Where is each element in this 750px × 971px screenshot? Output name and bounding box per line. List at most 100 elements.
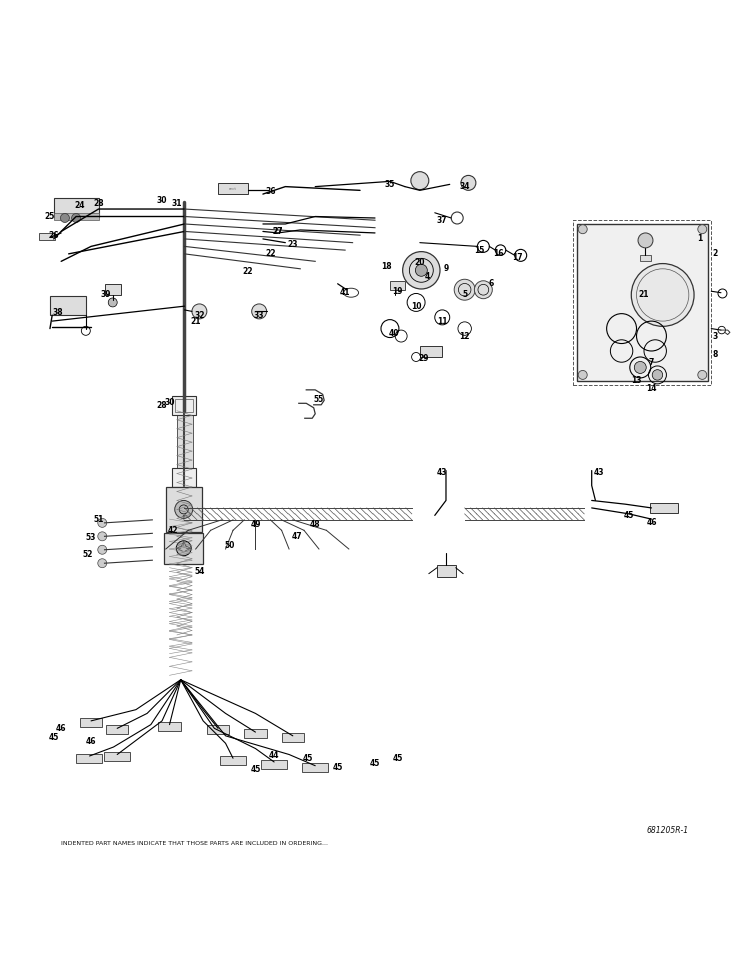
Circle shape xyxy=(61,214,70,222)
Text: 51: 51 xyxy=(93,515,104,523)
Text: 5: 5 xyxy=(462,290,467,299)
Circle shape xyxy=(652,370,663,380)
Bar xyxy=(54,198,98,217)
Text: 6: 6 xyxy=(488,280,494,288)
Text: 37: 37 xyxy=(437,216,448,224)
Text: INDENTED PART NAMES INDICATE THAT THOSE PARTS ARE INCLUDED IN ORDERING...: INDENTED PART NAMES INDICATE THAT THOSE … xyxy=(62,841,328,846)
Circle shape xyxy=(411,172,429,189)
Circle shape xyxy=(108,298,117,307)
Text: 3: 3 xyxy=(712,331,718,341)
Text: 33: 33 xyxy=(254,311,265,319)
Bar xyxy=(50,296,86,316)
Text: 34: 34 xyxy=(460,183,470,191)
Bar xyxy=(172,468,196,487)
Text: ↑: ↑ xyxy=(181,516,187,521)
Circle shape xyxy=(252,304,267,318)
Text: 45: 45 xyxy=(302,753,313,763)
Bar xyxy=(177,486,194,519)
Circle shape xyxy=(72,214,80,222)
Text: rect: rect xyxy=(229,186,237,191)
Circle shape xyxy=(698,370,706,380)
Circle shape xyxy=(98,519,106,527)
Bar xyxy=(80,718,102,727)
Text: 55: 55 xyxy=(314,395,324,404)
Bar xyxy=(577,224,707,381)
Text: 21: 21 xyxy=(190,317,201,325)
Bar xyxy=(261,759,286,769)
Circle shape xyxy=(98,558,106,568)
Text: 38: 38 xyxy=(52,308,63,317)
Text: 7: 7 xyxy=(649,357,654,367)
Text: 32: 32 xyxy=(194,311,205,319)
Circle shape xyxy=(403,251,440,289)
Circle shape xyxy=(638,233,653,248)
Text: 27: 27 xyxy=(272,227,284,236)
Bar xyxy=(281,733,304,742)
Bar xyxy=(166,487,202,532)
Circle shape xyxy=(98,546,106,554)
Circle shape xyxy=(698,224,706,234)
Bar xyxy=(172,396,196,415)
Text: 28: 28 xyxy=(93,199,104,209)
Text: 43: 43 xyxy=(437,468,448,477)
Text: 2: 2 xyxy=(712,250,718,258)
Text: 43: 43 xyxy=(594,468,604,477)
Text: 45: 45 xyxy=(370,759,380,768)
Text: 52: 52 xyxy=(82,550,92,558)
Text: 23: 23 xyxy=(287,240,298,249)
Text: 20: 20 xyxy=(415,258,425,267)
Text: 16: 16 xyxy=(493,250,503,258)
Text: 8: 8 xyxy=(712,351,718,359)
Text: 19: 19 xyxy=(392,286,403,296)
Bar xyxy=(175,399,193,413)
Text: 10: 10 xyxy=(411,302,422,311)
Text: 45: 45 xyxy=(392,753,403,763)
Text: 18: 18 xyxy=(381,262,392,271)
Bar xyxy=(218,183,248,194)
Circle shape xyxy=(578,224,587,234)
Text: 46: 46 xyxy=(646,519,657,527)
Text: 13: 13 xyxy=(632,377,642,385)
Circle shape xyxy=(454,280,476,300)
Text: 31: 31 xyxy=(172,198,182,208)
Bar xyxy=(220,756,246,765)
Text: 30: 30 xyxy=(164,398,175,407)
Bar xyxy=(640,255,651,261)
Text: 681205R-1: 681205R-1 xyxy=(646,826,688,835)
Bar xyxy=(104,753,130,761)
Text: 27: 27 xyxy=(272,227,284,236)
Circle shape xyxy=(634,361,646,374)
Circle shape xyxy=(192,304,207,318)
Bar xyxy=(106,725,128,734)
Bar xyxy=(104,284,121,295)
Text: 53: 53 xyxy=(86,533,96,543)
Bar xyxy=(573,220,711,385)
Text: 22: 22 xyxy=(266,250,276,258)
Text: 22: 22 xyxy=(243,267,254,276)
Text: 41: 41 xyxy=(340,288,350,297)
Bar xyxy=(207,725,230,734)
Text: 49: 49 xyxy=(251,519,261,529)
Bar xyxy=(437,565,456,577)
Text: 26: 26 xyxy=(49,231,59,240)
Text: 11: 11 xyxy=(437,317,448,325)
Circle shape xyxy=(416,264,428,277)
Bar xyxy=(177,411,194,486)
Text: 24: 24 xyxy=(74,201,85,210)
Text: 46: 46 xyxy=(86,737,96,746)
Text: 42: 42 xyxy=(168,526,178,535)
Bar xyxy=(244,729,267,738)
Circle shape xyxy=(632,263,694,326)
Text: 30: 30 xyxy=(157,195,167,205)
Text: 40: 40 xyxy=(388,329,399,338)
Text: 21: 21 xyxy=(639,290,650,299)
Text: 36: 36 xyxy=(266,187,276,196)
Text: 25: 25 xyxy=(45,212,56,221)
Bar xyxy=(164,532,203,564)
Bar xyxy=(390,281,405,289)
Text: 29: 29 xyxy=(419,354,429,363)
Circle shape xyxy=(461,176,476,190)
Text: 47: 47 xyxy=(291,532,302,541)
Circle shape xyxy=(578,370,587,380)
Text: 15: 15 xyxy=(475,246,484,254)
